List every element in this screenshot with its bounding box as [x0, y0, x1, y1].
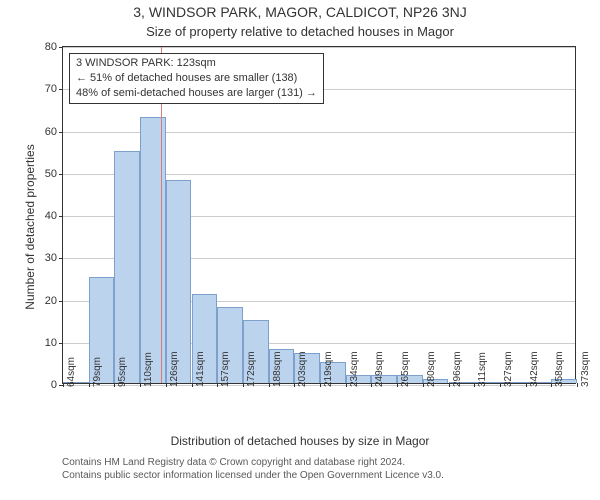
xtick-label: 311sqm: [477, 352, 488, 387]
annotation-line2: ← 51% of detached houses are smaller (13…: [76, 71, 317, 86]
xtick-mark: [166, 383, 167, 387]
xtick-mark: [551, 383, 552, 387]
xtick-label: 188sqm: [272, 351, 283, 387]
xtick-mark: [320, 383, 321, 387]
xtick-label: 373sqm: [580, 351, 591, 387]
chart-container: 3, WINDSOR PARK, MAGOR, CALDICOT, NP26 3…: [0, 0, 600, 500]
xtick-mark: [577, 383, 578, 387]
chart-title: 3, WINDSOR PARK, MAGOR, CALDICOT, NP26 3…: [0, 4, 600, 20]
ytick-mark: [59, 47, 63, 48]
ytick-mark: [59, 89, 63, 90]
xtick-label: 126sqm: [169, 351, 180, 387]
ytick-label: 70: [45, 83, 57, 95]
x-axis-label: Distribution of detached houses by size …: [0, 434, 600, 448]
xtick-mark: [89, 383, 90, 387]
xtick-mark: [63, 383, 64, 387]
ytick-mark: [59, 258, 63, 259]
xtick-label: 358sqm: [554, 351, 565, 387]
xtick-label: 110sqm: [143, 352, 154, 387]
xtick-mark: [294, 383, 295, 387]
xtick-mark: [500, 383, 501, 387]
xtick-mark: [474, 383, 475, 387]
ytick-label: 30: [45, 252, 57, 264]
xtick-label: 327sqm: [503, 351, 514, 387]
footer-line1: Contains HM Land Registry data © Crown c…: [62, 456, 444, 469]
footer-attribution: Contains HM Land Registry data © Crown c…: [62, 456, 444, 482]
xtick-label: 64sqm: [66, 357, 77, 387]
xtick-mark: [423, 383, 424, 387]
annotation-box: 3 WINDSOR PARK: 123sqm ← 51% of detached…: [69, 53, 324, 104]
ytick-mark: [59, 343, 63, 344]
xtick-mark: [346, 383, 347, 387]
annotation-line3: 48% of semi-detached houses are larger (…: [76, 86, 317, 101]
xtick-label: 265sqm: [400, 351, 411, 387]
ytick-mark: [59, 216, 63, 217]
ytick-mark: [59, 132, 63, 133]
xtick-label: 141sqm: [195, 351, 206, 387]
ytick-label: 0: [51, 379, 57, 391]
xtick-mark: [269, 383, 270, 387]
histogram-bar: [140, 117, 166, 383]
xtick-label: 219sqm: [323, 351, 334, 387]
xtick-label: 280sqm: [426, 351, 437, 387]
plot-area: 0102030405060708064sqm79sqm95sqm110sqm12…: [62, 46, 576, 384]
xtick-label: 234sqm: [349, 351, 360, 387]
xtick-label: 296sqm: [452, 351, 463, 387]
ytick-label: 80: [45, 41, 57, 53]
ytick-mark: [59, 174, 63, 175]
xtick-label: 203sqm: [297, 351, 308, 387]
xtick-label: 157sqm: [220, 351, 231, 387]
xtick-mark: [371, 383, 372, 387]
gridline-h: [63, 47, 575, 48]
xtick-label: 249sqm: [374, 351, 385, 387]
ytick-label: 60: [45, 126, 57, 138]
xtick-label: 95sqm: [117, 357, 128, 387]
xtick-mark: [526, 383, 527, 387]
ytick-label: 20: [45, 295, 57, 307]
ytick-label: 10: [45, 337, 57, 349]
ytick-label: 40: [45, 210, 57, 222]
ytick-label: 50: [45, 168, 57, 180]
xtick-label: 342sqm: [529, 351, 540, 387]
y-axis-label: Number of detached properties: [23, 127, 37, 327]
annotation-line1: 3 WINDSOR PARK: 123sqm: [76, 56, 317, 71]
xtick-mark: [243, 383, 244, 387]
xtick-label: 79sqm: [92, 357, 103, 387]
xtick-mark: [217, 383, 218, 387]
xtick-mark: [114, 383, 115, 387]
footer-line2: Contains public sector information licen…: [62, 469, 444, 482]
xtick-mark: [449, 383, 450, 387]
xtick-label: 172sqm: [246, 351, 257, 387]
xtick-mark: [140, 383, 141, 387]
xtick-mark: [192, 383, 193, 387]
ytick-mark: [59, 301, 63, 302]
chart-subtitle: Size of property relative to detached ho…: [0, 24, 600, 39]
xtick-mark: [397, 383, 398, 387]
histogram-bar: [114, 151, 140, 383]
